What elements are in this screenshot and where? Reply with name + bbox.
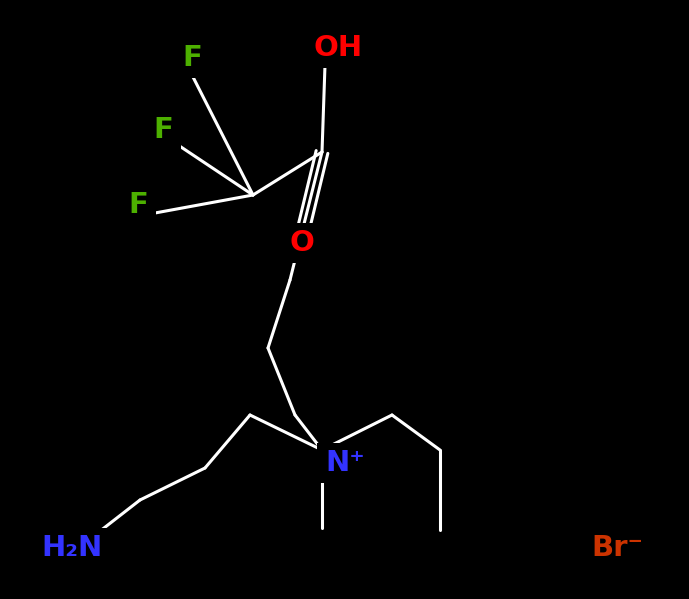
- Bar: [34, 528, 110, 568]
- Text: F: F: [153, 116, 173, 144]
- Text: OH: OH: [313, 34, 362, 62]
- Text: H₂N: H₂N: [41, 534, 103, 562]
- Text: F: F: [182, 44, 202, 72]
- Bar: [579, 528, 655, 568]
- Bar: [145, 110, 181, 150]
- Bar: [317, 443, 373, 483]
- Bar: [120, 185, 156, 225]
- Text: O: O: [289, 229, 314, 257]
- Text: Br⁻: Br⁻: [591, 534, 643, 562]
- Text: N⁺: N⁺: [325, 449, 365, 477]
- Bar: [310, 28, 366, 68]
- Text: F: F: [128, 191, 148, 219]
- Bar: [284, 223, 320, 263]
- Bar: [174, 38, 210, 78]
